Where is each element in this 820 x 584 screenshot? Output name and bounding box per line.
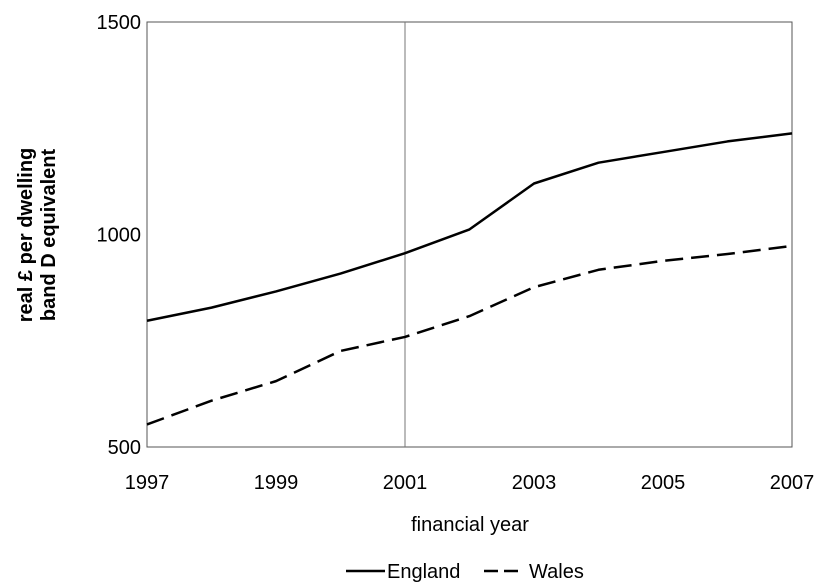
- y-axis-label-line-2: band D equivalent: [38, 149, 60, 322]
- y-tick-label: 1500: [97, 12, 142, 34]
- x-tick-label: 1999: [254, 472, 299, 494]
- y-tick-labels: 500 1000 1500: [97, 12, 142, 459]
- x-tick-labels: 1997 1999 2001 2003 2005 2007: [125, 472, 815, 494]
- y-axis-label-line-1: real £ per dwelling: [15, 148, 37, 323]
- x-tick-label: 2003: [512, 472, 557, 494]
- series-line-wales: [146, 244, 793, 426]
- y-tick-label: 1000: [97, 225, 142, 247]
- legend-label-england: England: [387, 561, 460, 583]
- x-axis-label: financial year: [411, 514, 529, 536]
- y-tick-label: 500: [108, 437, 141, 459]
- series-layer: [146, 132, 793, 426]
- x-tick-label: 2005: [641, 472, 686, 494]
- x-tick-label: 2007: [770, 472, 815, 494]
- legend-label-wales: Wales: [529, 561, 584, 583]
- y-axis-label: real £ per dwelling band D equivalent: [15, 148, 60, 323]
- x-tick-label: 1997: [125, 472, 170, 494]
- plot-frame: [146, 21, 793, 448]
- x-tick-label: 2001: [383, 472, 428, 494]
- series-line-england: [146, 132, 793, 322]
- plot-area-border: [146, 21, 793, 448]
- legend: England Wales: [346, 561, 584, 583]
